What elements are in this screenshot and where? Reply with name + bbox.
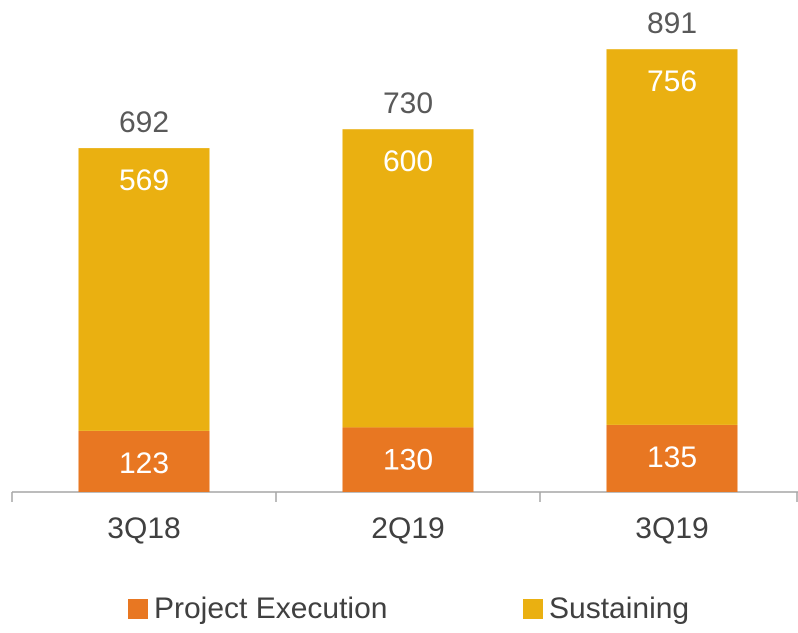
data-label: 569 [119,164,169,197]
bar-segment [78,148,210,431]
bar-segment [342,427,474,492]
legend-label: Sustaining [549,592,689,625]
x-tick-label: 2Q19 [371,512,444,545]
data-label: 123 [119,447,169,480]
total-label: 730 [383,87,433,120]
bar-segment [606,424,738,492]
data-label: 600 [383,145,433,178]
bar-segment [342,129,474,428]
total-label: 891 [647,7,697,40]
data-label: 130 [383,443,433,476]
legend-label: Project Execution [154,592,387,625]
x-tick-label: 3Q19 [635,512,708,545]
legend-swatch [523,599,543,619]
bar-segment [606,49,738,425]
bar-segment [78,430,210,492]
x-tick-label: 3Q18 [107,512,180,545]
legend-swatch [128,599,148,619]
data-label: 756 [647,65,697,98]
total-label: 692 [119,106,169,139]
data-label: 135 [647,441,697,474]
